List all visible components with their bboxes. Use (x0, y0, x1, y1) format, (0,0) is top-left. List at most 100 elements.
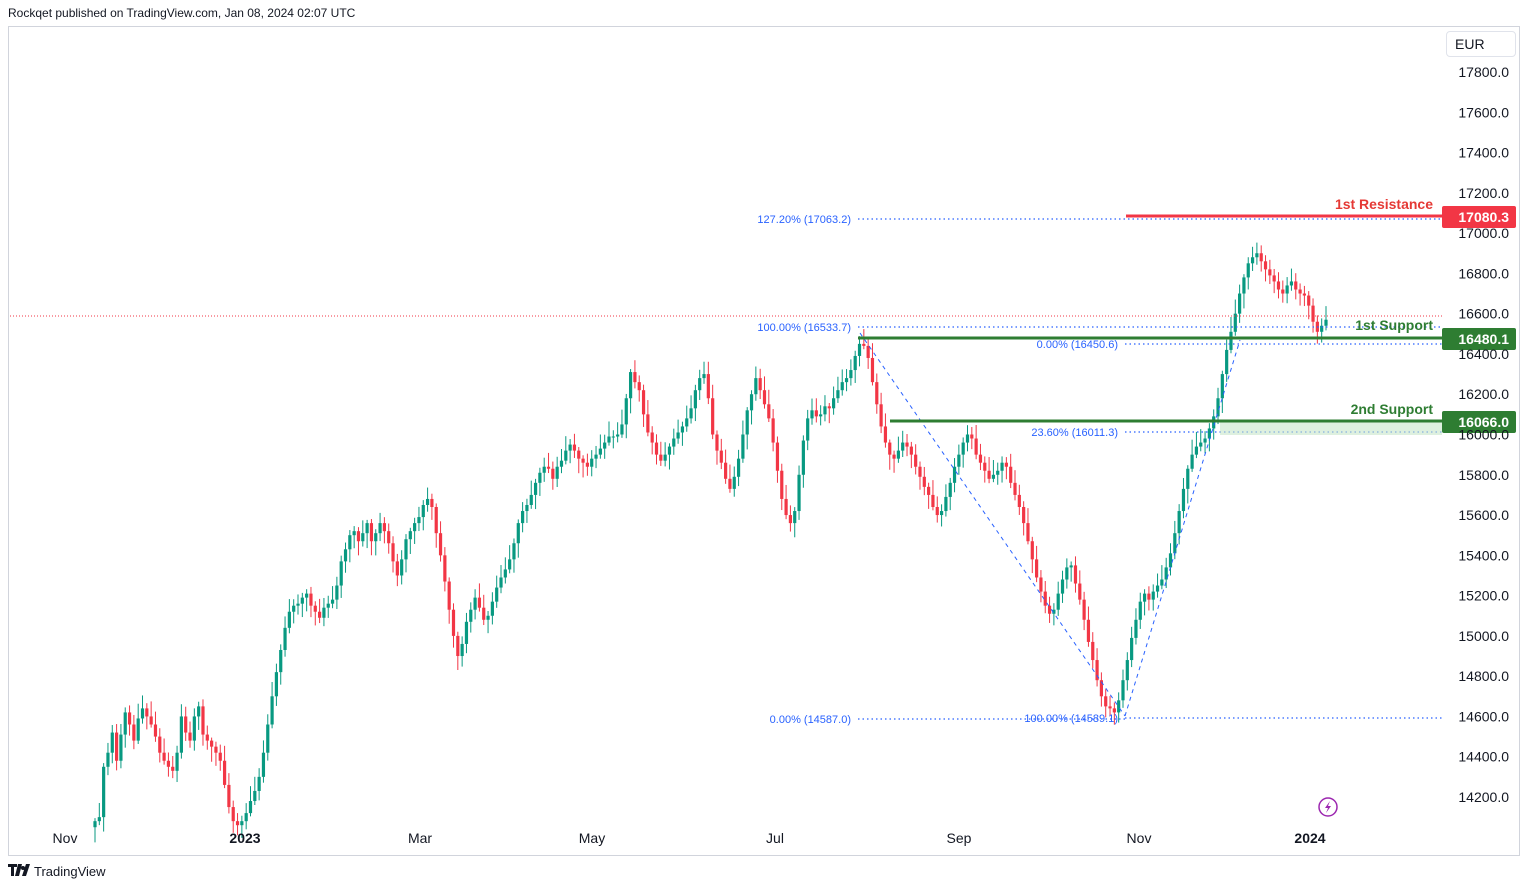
candle-body (797, 474, 801, 512)
candle-body (1047, 605, 1052, 614)
candle-body (663, 454, 667, 461)
candle-body (641, 390, 646, 415)
candle-body (974, 438, 978, 455)
candle-body (775, 442, 780, 471)
candle-body (1181, 488, 1186, 512)
candle-body (499, 577, 503, 588)
candle-body (810, 410, 814, 419)
candle-body (1207, 428, 1211, 439)
candle-body (222, 760, 227, 785)
candle-body (654, 442, 659, 455)
candle-body (322, 607, 326, 618)
price-tick-label: 17800.0 (1458, 64, 1509, 80)
candle-body (1177, 511, 1181, 534)
candle-body (784, 498, 788, 516)
candle-body (637, 382, 641, 391)
resistance-1-tag (1442, 206, 1516, 228)
candle-body (594, 454, 598, 459)
candle-body (1160, 579, 1164, 586)
candle-body (149, 716, 153, 725)
candle-body (628, 372, 633, 399)
candle-body (1065, 567, 1069, 580)
candle-body (905, 442, 909, 447)
candle-body (711, 398, 715, 435)
candle-body (819, 414, 823, 417)
candle-body (1026, 523, 1030, 542)
candle-body (585, 462, 589, 467)
fib-level-label: 23.60% (16011.3) (1031, 427, 1118, 439)
price-tick-label: 15000.0 (1458, 628, 1509, 644)
lightning-icon-glyph (1325, 801, 1331, 813)
candle-body (836, 390, 840, 399)
candle-body (490, 601, 494, 616)
candle-body (754, 378, 758, 395)
candle-body (1043, 591, 1047, 606)
currency-selector[interactable]: EUR (1446, 31, 1516, 57)
candle-body (1138, 601, 1142, 620)
candle-body (1099, 680, 1103, 697)
publisher-header: Rockqet published on TradingView.com, Ja… (8, 6, 356, 20)
candle-body (231, 807, 235, 822)
candle-body (546, 466, 551, 469)
price-tick-label: 14400.0 (1458, 749, 1509, 765)
candle-body (529, 494, 533, 505)
candle-body (633, 372, 637, 383)
tradingview-footer[interactable]: TradingView (8, 864, 106, 879)
candle-body (961, 442, 965, 455)
candle-body (849, 370, 853, 379)
candle-body (862, 343, 866, 346)
candle-body (646, 414, 650, 433)
fib-level-label: 0.00% (16450.6) (1037, 339, 1118, 351)
tradingview-logo-text: TradingView (34, 864, 106, 879)
candle-body (127, 712, 132, 725)
candle-body (1035, 559, 1039, 578)
candle-body (801, 440, 805, 475)
candle-body (313, 605, 317, 612)
candle-body (253, 790, 257, 802)
candle-body (1272, 275, 1276, 282)
candle-body (460, 643, 464, 657)
candle-body (1324, 319, 1328, 326)
candle-body (987, 470, 991, 479)
candle-body (719, 450, 723, 463)
candle-body (1246, 263, 1250, 278)
fib-level-label: 127.20% (17063.2) (757, 214, 851, 226)
candle-body (97, 817, 101, 822)
candle-body (875, 382, 879, 405)
price-axis: 17800.0 17600.0 17400.0 17200.0 17000.0 16800… (1458, 64, 1509, 805)
candle-body (443, 555, 447, 582)
fib-level-label: 100.00% (16533.7) (757, 322, 851, 334)
candle-body (1086, 619, 1091, 642)
candle-body (106, 752, 110, 767)
candle-body (1009, 466, 1013, 483)
candle-body (93, 821, 97, 828)
candle-body (166, 760, 171, 767)
candle-body (382, 523, 386, 532)
time-tick-label: Nov (1127, 830, 1152, 846)
candle-body (991, 474, 996, 479)
fib-trend-line (1124, 339, 1241, 717)
candle-body (244, 813, 248, 822)
candle-body (438, 533, 443, 556)
candle-body (184, 716, 188, 733)
candle-body (672, 438, 676, 447)
candle-body (1320, 325, 1324, 332)
candle-body (624, 398, 628, 425)
candle-body (935, 507, 939, 516)
candle-body (1082, 599, 1086, 620)
candle-body (447, 581, 451, 610)
candle-body (1285, 285, 1289, 294)
candle-body (257, 776, 261, 791)
candle-body (330, 599, 335, 604)
candle-body (970, 434, 974, 439)
candle-body (1052, 609, 1056, 614)
candle-body (374, 533, 378, 542)
candle-body (477, 597, 482, 608)
candle-body (205, 734, 209, 741)
candle-body (1125, 660, 1129, 681)
candle-body (607, 436, 611, 443)
candle-body (1069, 565, 1073, 568)
candle-body (503, 569, 507, 578)
candle-body (417, 517, 421, 524)
